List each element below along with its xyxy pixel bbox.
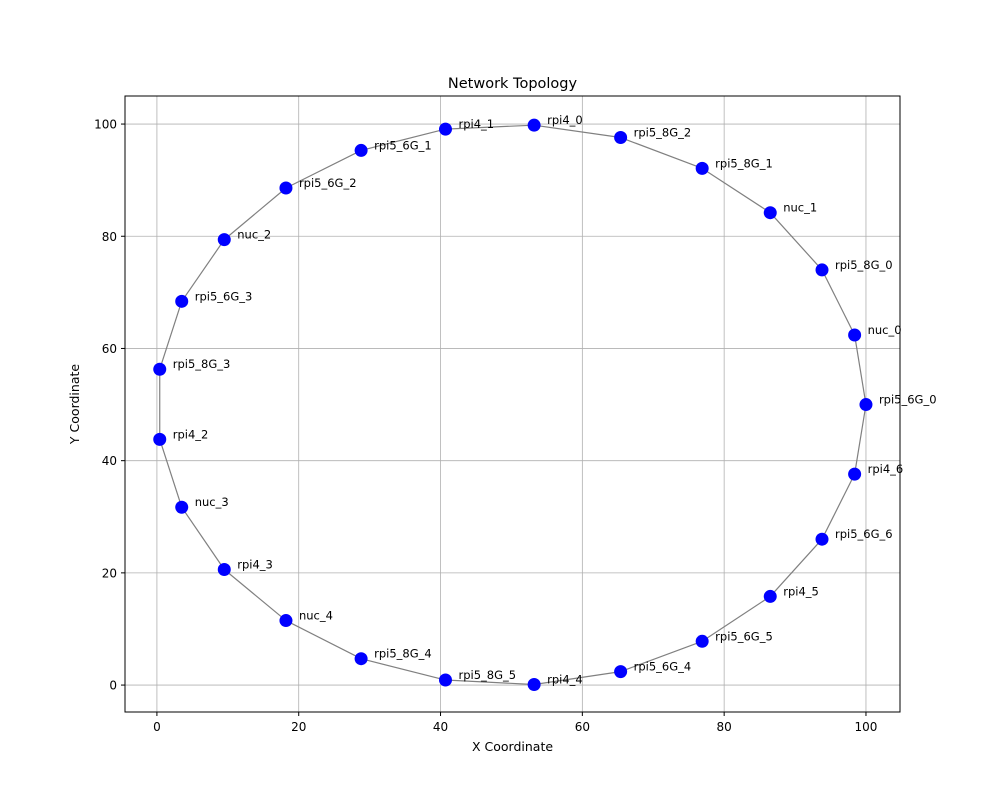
node-label-rpi5_8G_3: rpi5_8G_3 [173, 357, 231, 371]
edge-rpi5_8G_0-nuc_1 [769, 212, 823, 271]
edge-rpi4_4-rpi5_6G_4 [534, 671, 621, 686]
edge-rpi5_6G_1-rpi5_6G_2 [285, 149, 362, 189]
edge-rpi4_6-rpi5_6G_0 [854, 404, 867, 475]
edge-nuc_2-rpi5_6G_3 [181, 239, 225, 302]
node-label-rpi5_6G_0: rpi5_6G_0 [879, 393, 937, 407]
edge-nuc_0-rpi5_8G_0 [821, 269, 856, 336]
edge-rpi5_6G_5-rpi4_5 [701, 595, 771, 642]
edge-nuc_3-rpi4_3 [181, 506, 225, 570]
plot-area [125, 96, 900, 712]
y-tick-label: 0 [109, 679, 117, 693]
edges [159, 124, 867, 686]
node-label-nuc_2: nuc_2 [237, 228, 271, 242]
node-point-rpi5_6G_1 [354, 143, 368, 157]
edge-rpi5_8G_5-rpi4_4 [445, 679, 535, 686]
node-point-rpi4_5 [763, 589, 777, 603]
node-label-rpi5_8G_1: rpi5_8G_1 [715, 156, 773, 170]
node-point-rpi4_0 [527, 118, 541, 132]
node-label-rpi5_8G_0: rpi5_8G_0 [835, 258, 893, 272]
edge-nuc_4-rpi5_8G_4 [285, 620, 362, 660]
node-label-nuc_3: nuc_3 [195, 495, 229, 509]
node-point-nuc_0 [848, 328, 862, 342]
ticks: 0 20 40 60 80 100 0 20 40 60 80 100 [94, 118, 877, 734]
edge-rpi5_8G_2-rpi4_0 [534, 124, 621, 139]
node-point-nuc_3 [175, 500, 189, 514]
y-tick-label: 20 [102, 566, 117, 580]
node-label-rpi4_6: rpi4_6 [868, 462, 904, 476]
x-tick-label: 0 [153, 720, 161, 734]
edge-nuc_1-rpi5_8G_1 [701, 167, 771, 214]
x-tick-label: 40 [433, 720, 448, 734]
node-point-nuc_4 [279, 614, 293, 628]
node-point-rpi5_6G_5 [695, 634, 709, 648]
plot-frame [124, 95, 901, 713]
edge-rpi5_6G_6-rpi4_6 [821, 473, 856, 540]
node-label-rpi4_3: rpi4_3 [237, 558, 273, 572]
node-label-rpi5_6G_5: rpi5_6G_5 [715, 629, 773, 643]
node-point-rpi5_6G_0 [859, 398, 873, 412]
node-label-rpi4_2: rpi4_2 [173, 427, 209, 441]
node-point-rpi4_1 [438, 122, 452, 136]
node-point-rpi5_6G_4 [614, 665, 628, 679]
edge-rpi5_6G_0-nuc_0 [854, 334, 867, 405]
edge-rpi5_6G_2-nuc_2 [223, 187, 287, 241]
node-label-rpi4_1: rpi4_1 [458, 117, 494, 131]
node-point-rpi5_6G_3 [175, 294, 189, 308]
y-tick-label: 40 [102, 454, 117, 468]
x-axis-label: X Coordinate [472, 739, 553, 754]
node-label-rpi5_8G_5: rpi5_8G_5 [458, 668, 516, 682]
node-point-nuc_2 [217, 233, 231, 247]
grid [125, 96, 900, 712]
node-point-rpi5_6G_6 [815, 532, 829, 546]
edge-rpi4_3-nuc_4 [223, 569, 287, 622]
node-point-rpi5_8G_3 [153, 362, 167, 376]
x-tick-label: 60 [575, 720, 590, 734]
edge-rpi5_8G_1-rpi5_8G_2 [620, 136, 703, 169]
node-point-rpi4_6 [848, 467, 862, 481]
node-label-nuc_0: nuc_0 [868, 323, 902, 337]
node-point-rpi5_8G_0 [815, 263, 829, 277]
y-tick-label: 100 [94, 118, 117, 132]
chart-title: Network Topology [448, 76, 578, 92]
x-tick-label: 100 [855, 720, 878, 734]
node-point-rpi4_3 [217, 563, 231, 577]
node-point-nuc_1 [763, 206, 777, 220]
node-label-rpi5_6G_6: rpi5_6G_6 [835, 527, 893, 541]
edge-rpi5_6G_4-rpi5_6G_5 [620, 640, 703, 673]
node-point-rpi5_8G_5 [438, 673, 452, 687]
node-labels: rpi5_6G_0nuc_0rpi5_8G_0nuc_1rpi5_8G_1rpi… [173, 113, 937, 686]
node-label-rpi5_6G_4: rpi5_6G_4 [634, 660, 692, 674]
x-tick-label: 20 [291, 720, 306, 734]
edge-rpi5_8G_4-rpi5_8G_5 [360, 658, 446, 681]
y-tick-label: 80 [102, 230, 117, 244]
node-point-rpi5_8G_1 [695, 161, 709, 175]
node-label-rpi5_8G_2: rpi5_8G_2 [634, 126, 692, 140]
node-label-rpi5_8G_4: rpi5_8G_4 [374, 647, 432, 661]
x-tick-label: 80 [717, 720, 732, 734]
node-label-rpi5_6G_2: rpi5_6G_2 [299, 176, 357, 190]
node-label-nuc_1: nuc_1 [783, 201, 817, 215]
node-point-rpi5_8G_4 [354, 652, 368, 666]
node-label-rpi4_4: rpi4_4 [547, 673, 583, 687]
edge-rpi4_2-nuc_3 [159, 439, 183, 508]
node-label-rpi5_6G_3: rpi5_6G_3 [195, 289, 253, 303]
edge-rpi4_1-rpi5_6G_1 [360, 128, 446, 152]
node-point-rpi5_8G_2 [614, 131, 628, 145]
node-label-nuc_4: nuc_4 [299, 609, 333, 623]
points [153, 118, 873, 692]
y-tick-label: 60 [102, 342, 117, 356]
edge-rpi4_5-rpi5_6G_6 [769, 538, 823, 597]
edge-rpi5_6G_3-rpi5_8G_3 [159, 301, 183, 370]
edge-rpi4_0-rpi4_1 [445, 124, 535, 130]
node-label-rpi4_5: rpi4_5 [783, 584, 819, 598]
node-point-rpi4_2 [153, 432, 167, 446]
node-point-rpi4_4 [527, 678, 541, 692]
node-point-rpi5_6G_2 [279, 181, 293, 195]
y-axis-label: Y Coordinate [67, 364, 82, 445]
node-label-rpi4_0: rpi4_0 [547, 113, 583, 127]
node-label-rpi5_6G_1: rpi5_6G_1 [374, 138, 432, 152]
